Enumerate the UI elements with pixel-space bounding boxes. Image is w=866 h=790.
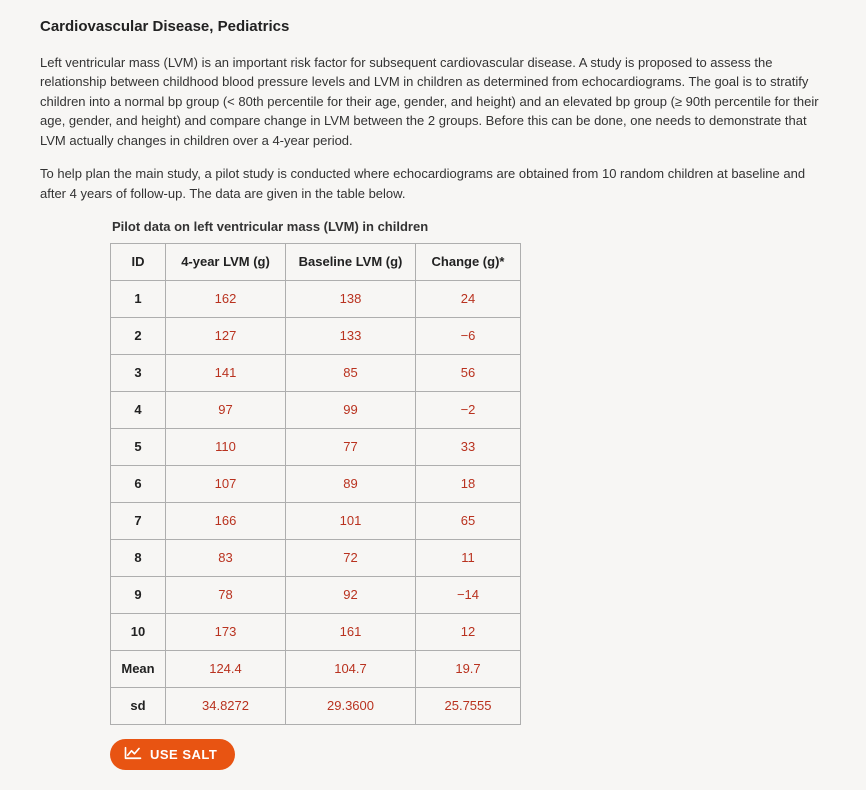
cell-value: 124.4 — [166, 650, 286, 687]
intro-paragraph-1: Left ventricular mass (LVM) is an import… — [40, 53, 826, 151]
cell-id: 4 — [111, 391, 166, 428]
col-baseline: Baseline LVM (g) — [286, 243, 416, 280]
table-row: 31418556 — [111, 354, 521, 391]
table-row: 49799−2 — [111, 391, 521, 428]
table-row: 51107733 — [111, 428, 521, 465]
col-change: Change (g)* — [416, 243, 521, 280]
lvm-table: ID 4-year LVM (g) Baseline LVM (g) Chang… — [110, 243, 521, 725]
cell-value: 97 — [166, 391, 286, 428]
cell-value: 101 — [286, 502, 416, 539]
cell-value: 34.8272 — [166, 687, 286, 724]
table-row: 8837211 — [111, 539, 521, 576]
cell-value: 83 — [166, 539, 286, 576]
cell-value: 72 — [286, 539, 416, 576]
cell-id: 5 — [111, 428, 166, 465]
table-row: 716610165 — [111, 502, 521, 539]
cell-value: 110 — [166, 428, 286, 465]
cell-value: −14 — [416, 576, 521, 613]
cell-id: 8 — [111, 539, 166, 576]
cell-value: −6 — [416, 317, 521, 354]
cell-value: 127 — [166, 317, 286, 354]
cell-id: 7 — [111, 502, 166, 539]
cell-id: 2 — [111, 317, 166, 354]
cell-value: 77 — [286, 428, 416, 465]
cell-id: 10 — [111, 613, 166, 650]
cell-value: 56 — [416, 354, 521, 391]
cell-value: 33 — [416, 428, 521, 465]
cell-id: 9 — [111, 576, 166, 613]
table-row: 61078918 — [111, 465, 521, 502]
cell-value: 162 — [166, 280, 286, 317]
cell-value: 138 — [286, 280, 416, 317]
cell-value: −2 — [416, 391, 521, 428]
cell-value: 85 — [286, 354, 416, 391]
table-row-mean: Mean124.4104.719.7 — [111, 650, 521, 687]
chart-icon — [124, 746, 142, 763]
cell-value: 92 — [286, 576, 416, 613]
table-row: 97892−14 — [111, 576, 521, 613]
cell-value: 104.7 — [286, 650, 416, 687]
cell-value: 161 — [286, 613, 416, 650]
table-row-sd: sd34.827229.360025.7555 — [111, 687, 521, 724]
cell-value: 19.7 — [416, 650, 521, 687]
cell-id: 1 — [111, 280, 166, 317]
table-row: 116213824 — [111, 280, 521, 317]
cell-value: 166 — [166, 502, 286, 539]
cell-value: 18 — [416, 465, 521, 502]
use-salt-label: USE SALT — [150, 747, 217, 762]
cell-value: 141 — [166, 354, 286, 391]
cell-value: 24 — [416, 280, 521, 317]
use-salt-button[interactable]: USE SALT — [110, 739, 235, 770]
cell-value: 99 — [286, 391, 416, 428]
col-4yr: 4-year LVM (g) — [166, 243, 286, 280]
table-row: 1017316112 — [111, 613, 521, 650]
intro-paragraph-2: To help plan the main study, a pilot stu… — [40, 164, 826, 203]
table-caption: Pilot data on left ventricular mass (LVM… — [112, 217, 826, 237]
cell-value: 25.7555 — [416, 687, 521, 724]
cell-value: 173 — [166, 613, 286, 650]
table-header-row: ID 4-year LVM (g) Baseline LVM (g) Chang… — [111, 243, 521, 280]
cell-value: 107 — [166, 465, 286, 502]
col-id: ID — [111, 243, 166, 280]
cell-value: 89 — [286, 465, 416, 502]
cell-value: 11 — [416, 539, 521, 576]
cell-value: 29.3600 — [286, 687, 416, 724]
table-row: 2127133−6 — [111, 317, 521, 354]
cell-value: 78 — [166, 576, 286, 613]
cell-value: 133 — [286, 317, 416, 354]
cell-value: 12 — [416, 613, 521, 650]
cell-id: sd — [111, 687, 166, 724]
cell-id: Mean — [111, 650, 166, 687]
cell-id: 6 — [111, 465, 166, 502]
cell-value: 65 — [416, 502, 521, 539]
cell-id: 3 — [111, 354, 166, 391]
page-title: Cardiovascular Disease, Pediatrics — [40, 16, 826, 39]
